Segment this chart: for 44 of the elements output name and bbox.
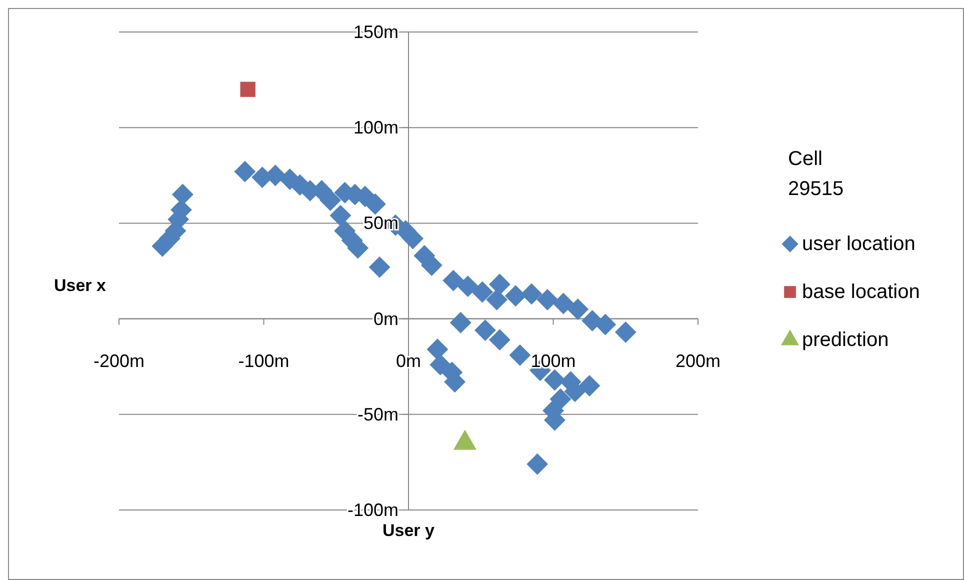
point: [488, 329, 510, 351]
point: [234, 160, 256, 182]
point: [457, 276, 479, 298]
point: [578, 374, 600, 396]
point: [442, 270, 464, 292]
legend-label: prediction: [802, 329, 889, 351]
y-tick-label: 100m: [353, 118, 398, 138]
point: [614, 321, 636, 343]
point: [488, 274, 510, 296]
point: [430, 354, 452, 376]
point: [320, 190, 342, 211]
point: [486, 288, 508, 310]
point: [420, 254, 442, 276]
x-axis-title: User y: [382, 521, 436, 540]
point: [472, 281, 494, 303]
point: [240, 82, 256, 97]
point: [594, 314, 616, 336]
x-tick-label: 100m: [530, 350, 576, 371]
point: [364, 193, 386, 215]
point: [544, 369, 566, 391]
point: [509, 344, 531, 366]
point: [504, 285, 526, 307]
x-tick-label: 0m: [396, 350, 422, 371]
legend-title: Cell 29515: [788, 148, 844, 200]
y-tick-label: 0m: [373, 308, 398, 329]
y-axis-title: User x: [54, 276, 107, 295]
point: [567, 298, 589, 320]
x-tick-label: -200m: [93, 350, 145, 371]
y-tick-label: -50m: [357, 404, 398, 424]
x-tick-label: -100m: [238, 350, 290, 371]
point: [330, 204, 352, 226]
y-tick-label: 150m: [353, 22, 398, 42]
point: [474, 320, 496, 341]
legend-label: user location: [802, 233, 916, 255]
point: [536, 288, 558, 310]
point: [450, 312, 472, 334]
point: [552, 292, 574, 314]
point: [520, 283, 542, 305]
point: [368, 256, 390, 278]
x-tick-label: 200m: [675, 350, 721, 371]
y-tick-label: -100m: [347, 500, 398, 520]
point: [426, 338, 448, 360]
point: [526, 453, 548, 475]
legend-label: base location: [802, 281, 920, 303]
